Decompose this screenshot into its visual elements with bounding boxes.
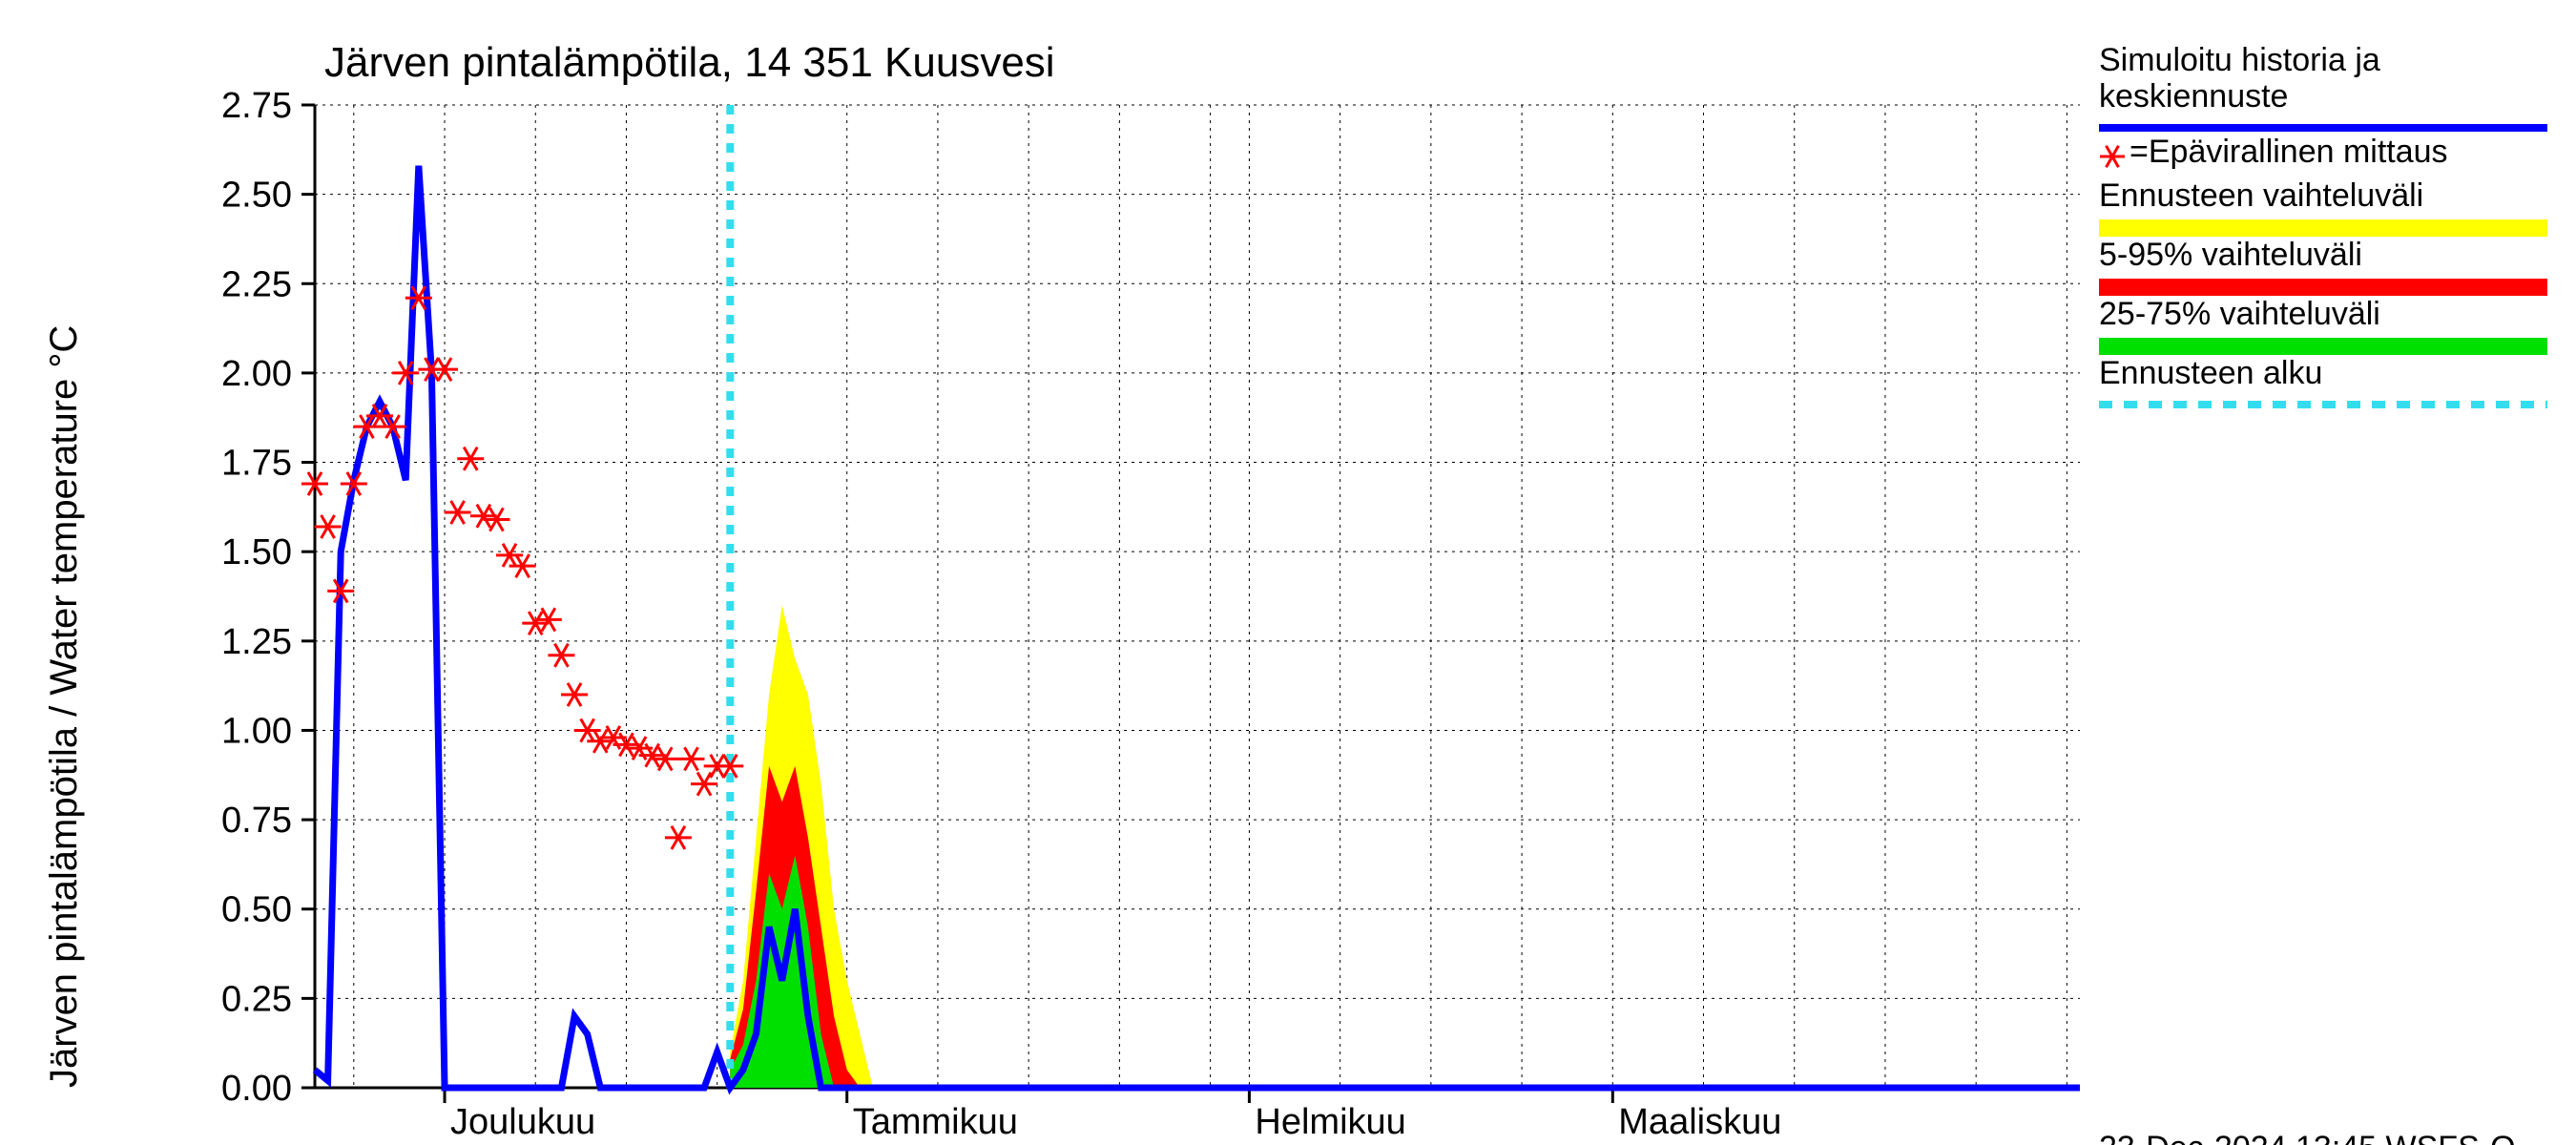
month-label-top: Helmikuu bbox=[1255, 1102, 1405, 1142]
month-label-top: Joulukuu bbox=[450, 1102, 595, 1142]
chart-svg: Järven pintalämpötila, 14 351 Kuusvesi Jä… bbox=[0, 0, 2576, 1145]
obs-marker bbox=[392, 362, 419, 385]
obs-marker bbox=[691, 773, 717, 796]
footer-timestamp: 23-Dec-2024 13:45 WSFS-O bbox=[2099, 1130, 2516, 1145]
legend-label: Ennusteen vaihteluväli bbox=[2099, 177, 2423, 214]
ytick-label: 0.25 bbox=[221, 979, 292, 1019]
ytick-label: 2.25 bbox=[221, 264, 292, 304]
obs-marker bbox=[509, 554, 536, 577]
ytick-label: 0.00 bbox=[221, 1069, 292, 1109]
series-simulated bbox=[315, 166, 2080, 1088]
legend-label: 25-75% vaihteluväli bbox=[2099, 296, 2380, 332]
chart-title: Järven pintalämpötila, 14 351 Kuusvesi bbox=[324, 39, 1055, 86]
legend-label: Ennusteen alku bbox=[2099, 355, 2322, 391]
ytick-label: 1.25 bbox=[221, 622, 292, 662]
ytick-label: 2.75 bbox=[221, 86, 292, 126]
legend-label: =Epävirallinen mittaus bbox=[2129, 134, 2448, 170]
legend-marker-icon bbox=[2100, 146, 2125, 168]
obs-marker bbox=[548, 644, 574, 667]
month-label-top: Maaliskuu bbox=[1618, 1102, 1781, 1142]
obs-marker bbox=[457, 448, 484, 470]
legend-label: 5-95% vaihteluväli bbox=[2099, 237, 2362, 273]
obs-marker bbox=[315, 515, 342, 538]
ytick-label: 0.75 bbox=[221, 801, 292, 841]
ytick-label: 0.50 bbox=[221, 890, 292, 930]
obs-marker bbox=[574, 718, 601, 741]
ytick-label: 1.50 bbox=[221, 532, 292, 572]
ytick-label: 1.00 bbox=[221, 711, 292, 751]
legend-swatch bbox=[2099, 279, 2547, 296]
obs-marker bbox=[677, 747, 704, 770]
chart-container: Järven pintalämpötila, 14 351 Kuusvesi Jä… bbox=[0, 0, 2576, 1145]
obs-marker bbox=[665, 826, 692, 849]
legend-label: keskiennuste bbox=[2099, 78, 2288, 114]
obs-marker bbox=[445, 501, 471, 524]
legend-label: Simuloitu historia ja bbox=[2099, 42, 2380, 78]
y-axis-label: Järven pintalämpötila / Water temperatur… bbox=[43, 325, 85, 1088]
legend-swatch bbox=[2099, 219, 2547, 237]
ytick-label: 1.75 bbox=[221, 444, 292, 484]
obs-marker bbox=[561, 683, 588, 706]
legend-swatch bbox=[2099, 338, 2547, 355]
month-label-top: Tammikuu bbox=[853, 1102, 1018, 1142]
ytick-label: 2.50 bbox=[221, 176, 292, 216]
ytick-label: 2.00 bbox=[221, 354, 292, 394]
obs-marker bbox=[496, 544, 523, 567]
